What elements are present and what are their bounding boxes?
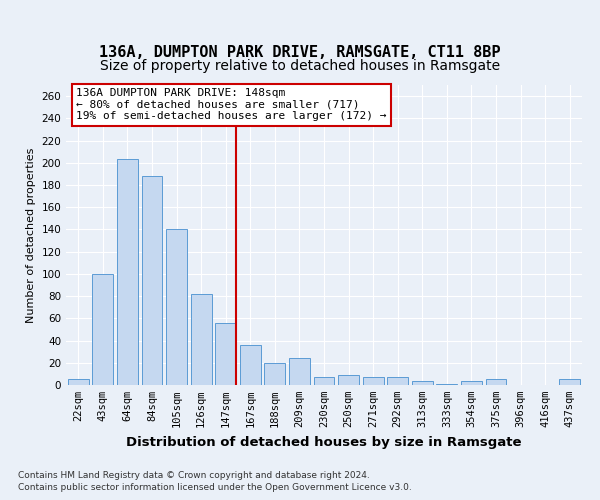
Bar [142, 176, 163, 385]
Bar [314, 377, 334, 385]
Bar [461, 380, 482, 385]
Bar [68, 380, 89, 385]
Bar [215, 323, 236, 385]
Text: Size of property relative to detached houses in Ramsgate: Size of property relative to detached ho… [100, 59, 500, 73]
Bar [166, 230, 187, 385]
Text: Contains public sector information licensed under the Open Government Licence v3: Contains public sector information licen… [18, 483, 412, 492]
X-axis label: Distribution of detached houses by size in Ramsgate: Distribution of detached houses by size … [126, 436, 522, 448]
Bar [485, 380, 506, 385]
Bar [559, 380, 580, 385]
Bar [117, 160, 138, 385]
Bar [387, 377, 408, 385]
Bar [412, 380, 433, 385]
Bar [92, 274, 113, 385]
Bar [362, 377, 383, 385]
Y-axis label: Number of detached properties: Number of detached properties [26, 148, 36, 322]
Bar [191, 294, 212, 385]
Bar [436, 384, 457, 385]
Text: 136A DUMPTON PARK DRIVE: 148sqm
← 80% of detached houses are smaller (717)
19% o: 136A DUMPTON PARK DRIVE: 148sqm ← 80% of… [76, 88, 387, 121]
Bar [338, 375, 359, 385]
Bar [240, 345, 261, 385]
Bar [265, 363, 286, 385]
Text: Contains HM Land Registry data © Crown copyright and database right 2024.: Contains HM Land Registry data © Crown c… [18, 472, 370, 480]
Text: 136A, DUMPTON PARK DRIVE, RAMSGATE, CT11 8BP: 136A, DUMPTON PARK DRIVE, RAMSGATE, CT11… [99, 45, 501, 60]
Bar [289, 358, 310, 385]
